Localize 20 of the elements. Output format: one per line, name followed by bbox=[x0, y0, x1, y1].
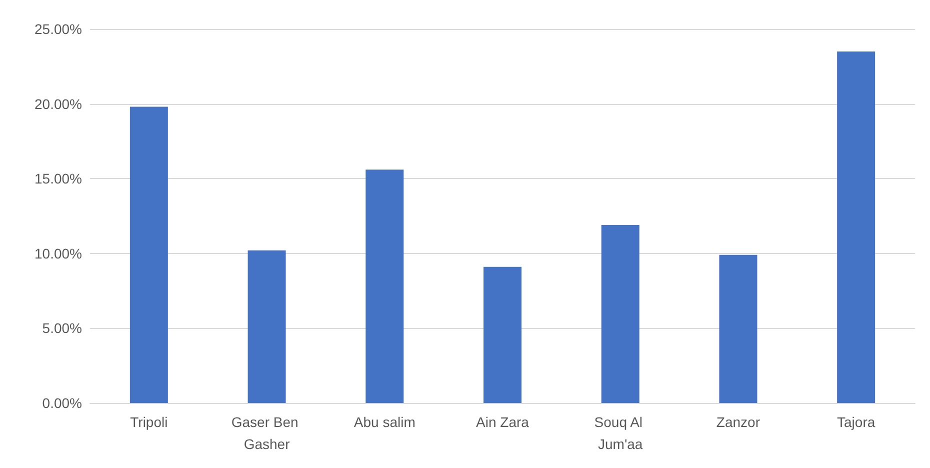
bar bbox=[484, 266, 522, 403]
x-tick-label: Ain Zara bbox=[476, 414, 530, 430]
x-tick-label: Tripoli bbox=[130, 414, 168, 430]
bar bbox=[366, 170, 404, 403]
bar bbox=[601, 224, 640, 403]
bar bbox=[248, 250, 286, 403]
bar bbox=[130, 106, 168, 403]
x-tick-label: Souq Al Jum'aa bbox=[594, 414, 646, 452]
y-tick-label: 15.00% bbox=[34, 170, 82, 187]
y-tick-label: 0.00% bbox=[42, 395, 82, 411]
x-tick-label: Abu salim bbox=[354, 414, 416, 430]
x-tick-label: Gaser Ben Gasher bbox=[231, 414, 302, 452]
y-tick-label: 25.00% bbox=[34, 21, 82, 37]
x-tick-label: Zanzor bbox=[716, 414, 760, 430]
y-tick-label: 10.00% bbox=[34, 245, 82, 262]
bar bbox=[837, 51, 876, 403]
y-tick-label: 20.00% bbox=[34, 96, 82, 112]
y-tick-label: 5.00% bbox=[42, 320, 82, 336]
x-tick-label: Tajora bbox=[837, 414, 876, 430]
bar bbox=[719, 254, 758, 403]
